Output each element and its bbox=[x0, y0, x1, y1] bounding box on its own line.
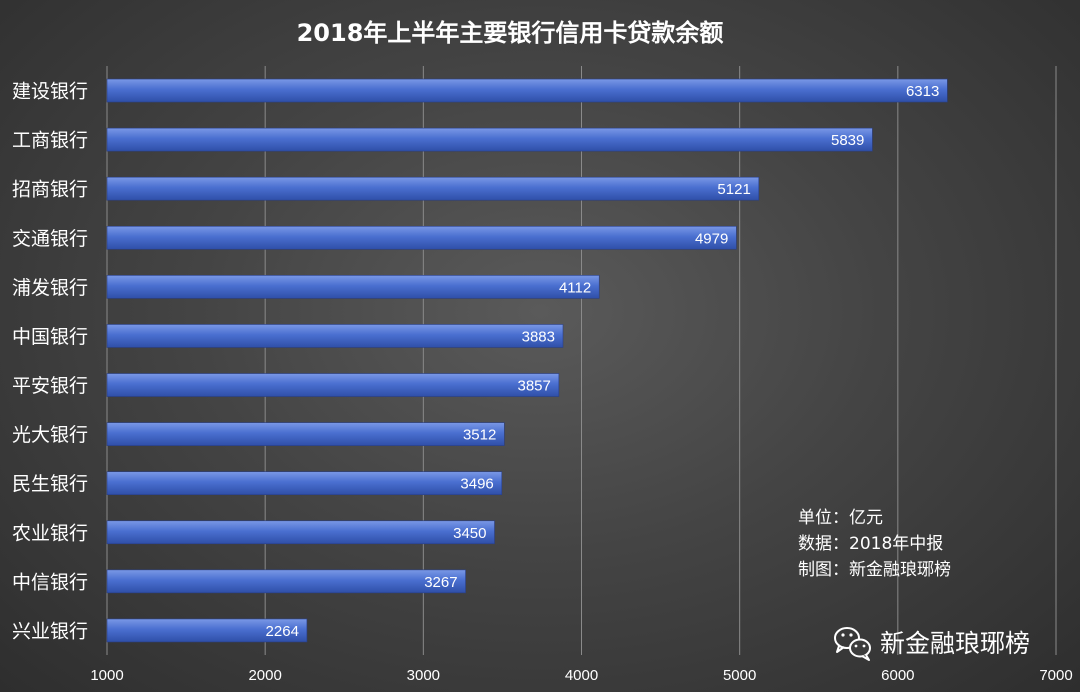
category-label: 交通银行 bbox=[12, 228, 88, 250]
category-label: 招商银行 bbox=[12, 179, 88, 201]
data-label: 4979 bbox=[695, 230, 728, 247]
bar bbox=[106, 569, 466, 594]
data-label: 3512 bbox=[463, 427, 496, 444]
data-label: 3450 bbox=[453, 525, 486, 542]
bar bbox=[106, 324, 564, 348]
bar bbox=[106, 225, 737, 250]
category-label: 建设银行 bbox=[12, 81, 88, 103]
data-label: 6313 bbox=[906, 83, 939, 100]
category-label: 中信银行 bbox=[12, 571, 88, 593]
data-label: 3883 bbox=[522, 328, 555, 345]
x-tick-label: 7000 bbox=[1039, 667, 1072, 684]
category-labels: 建设银行工商银行招商银行交通银行浦发银行中国银行平安银行光大银行民生银行农业银行… bbox=[12, 81, 88, 643]
grid-lines bbox=[106, 66, 1057, 655]
data-label: 3857 bbox=[518, 378, 551, 395]
bar bbox=[106, 618, 308, 643]
category-label: 工商银行 bbox=[12, 130, 88, 152]
unit-note: 单位：亿元 bbox=[798, 508, 883, 528]
bar bbox=[106, 520, 495, 545]
watermark-text: 新金融琅琊榜 bbox=[880, 629, 1030, 658]
x-tick-labels: 1000 2000 3000 4000 5000 6000 7000 bbox=[90, 667, 1072, 684]
x-tick-label: 4000 bbox=[565, 667, 598, 684]
data-label: 5121 bbox=[717, 181, 750, 198]
x-tick-label: 5000 bbox=[723, 667, 756, 684]
bar bbox=[106, 471, 503, 496]
bar bbox=[106, 275, 600, 299]
chart-title: 2018年上半年主要银行信用卡贷款余额 bbox=[297, 19, 724, 47]
x-tick-label: 2000 bbox=[248, 667, 281, 684]
category-label: 兴业银行 bbox=[12, 620, 88, 642]
data-label: 3496 bbox=[460, 476, 493, 493]
source-note: 数据：2018年中报 bbox=[798, 534, 943, 554]
category-label: 平安银行 bbox=[12, 375, 88, 397]
category-label: 中国银行 bbox=[12, 326, 88, 348]
bar bbox=[106, 127, 873, 152]
bar bbox=[106, 176, 760, 201]
category-label: 农业银行 bbox=[12, 522, 88, 544]
x-tick-label: 3000 bbox=[407, 667, 440, 684]
bar bbox=[106, 373, 560, 397]
bar bbox=[106, 422, 505, 446]
x-tick-label: 1000 bbox=[90, 667, 123, 684]
data-label: 3267 bbox=[424, 574, 457, 591]
category-label: 民生银行 bbox=[12, 473, 88, 495]
maker-note: 制图：新金融琅琊榜 bbox=[798, 560, 951, 580]
category-label: 光大银行 bbox=[12, 424, 88, 446]
x-tick-label: 6000 bbox=[881, 667, 914, 684]
bars: 6313 5839 5121 4979 4112 3883 3857 3512 3496 3450… bbox=[106, 78, 948, 643]
data-label: 2264 bbox=[266, 623, 299, 640]
category-label: 浦发银行 bbox=[12, 277, 88, 299]
wechat-icon bbox=[834, 627, 871, 661]
data-label: 4112 bbox=[559, 279, 591, 296]
data-label: 5839 bbox=[831, 132, 864, 149]
bar bbox=[106, 78, 948, 103]
